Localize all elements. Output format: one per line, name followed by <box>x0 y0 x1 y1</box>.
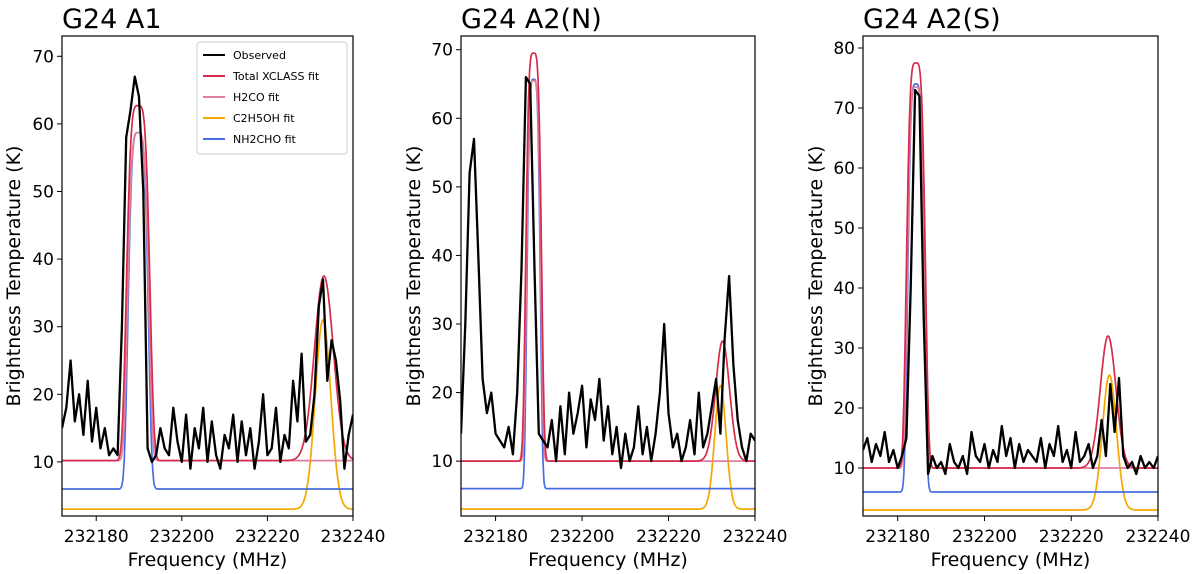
panel-title: G24 A1 <box>62 4 162 35</box>
x-tick-label: 232240 <box>723 527 788 547</box>
y-tick-label: 70 <box>32 47 54 67</box>
x-tick-label: 232200 <box>952 527 1017 547</box>
y-tick-label: 50 <box>833 219 855 239</box>
x-tick-label: 232180 <box>463 527 528 547</box>
y-tick-label: 40 <box>32 250 54 270</box>
y-tick-label: 30 <box>833 339 855 359</box>
x-axis-label: Frequency (MHz) <box>931 549 1091 571</box>
x-tick-label: 232220 <box>636 527 701 547</box>
y-tick-label: 70 <box>431 41 453 61</box>
y-tick-label: 60 <box>32 115 54 135</box>
panel-title: G24 A2(S) <box>863 4 1001 35</box>
series-total-xclass-fit <box>461 52 755 462</box>
series-nh2cho-fit <box>62 131 353 490</box>
x-tick-label: 232220 <box>235 527 300 547</box>
series-c2h5oh-fit <box>863 374 1158 511</box>
series-c2h5oh-fit <box>461 384 755 510</box>
x-tick-label: 232200 <box>149 527 214 547</box>
x-tick-label: 232200 <box>550 527 615 547</box>
y-tick-label: 30 <box>32 318 54 338</box>
plot-frame <box>862 35 1159 517</box>
series-observed <box>461 75 755 470</box>
y-tick-label: 70 <box>833 99 855 119</box>
x-tick-label: 232180 <box>64 527 129 547</box>
y-tick-label: 10 <box>431 452 453 472</box>
series-h2co-fit <box>461 79 755 462</box>
plot-lines <box>461 52 755 510</box>
plot-frame <box>61 35 354 517</box>
legend-box <box>196 41 348 155</box>
legend-label: Observed <box>233 49 286 62</box>
series-total-xclass-fit <box>62 104 353 462</box>
x-tick-label: 232180 <box>865 527 930 547</box>
y-axis-label: Brightness Temperature (K) <box>805 146 827 407</box>
x-tick-label: 232240 <box>1126 527 1191 547</box>
y-tick-label: 80 <box>833 39 855 59</box>
panel-g24-a1: G24 A1 232180 232200 232220 232240 10 20 30 40 50… <box>3 4 385 571</box>
y-tick-label: 50 <box>32 182 54 202</box>
y-tick-label: 40 <box>431 246 453 266</box>
series-observed <box>62 75 353 470</box>
y-tick-label: 10 <box>32 453 54 473</box>
panel-g24-a2s: G24 A2(S) 232180 232200 232220 232240 10 20 30 4… <box>805 4 1190 571</box>
y-tick-label: 20 <box>32 385 54 405</box>
series-observed <box>863 88 1158 476</box>
legend-label: Total XCLASS fit <box>232 70 320 83</box>
y-tick-label: 20 <box>431 384 453 404</box>
plot-lines <box>863 62 1158 511</box>
y-tick-label: 10 <box>833 459 855 479</box>
y-tick-label: 60 <box>431 109 453 129</box>
legend: Observed Total XCLASS fit H2CO fit C2H5OH f… <box>196 41 348 155</box>
series-total-xclass-fit <box>863 62 1158 469</box>
y-tick-label: 50 <box>431 178 453 198</box>
y-tick-label: 40 <box>833 279 855 299</box>
x-axis-label: Frequency (MHz) <box>528 549 688 571</box>
x-tick-label: 232240 <box>321 527 386 547</box>
plot-lines <box>62 75 353 511</box>
y-tick-label: 60 <box>833 159 855 179</box>
panel-title: G24 A2(N) <box>461 4 602 35</box>
x-tick-label: 232220 <box>1039 527 1104 547</box>
y-axis-label: Brightness Temperature (K) <box>3 146 25 407</box>
series-c2h5oh-fit <box>62 319 353 511</box>
legend-label: H2CO fit <box>233 91 280 104</box>
y-axis-label: Brightness Temperature (K) <box>403 146 425 407</box>
y-tick-label: 20 <box>833 399 855 419</box>
panel-g24-a2n: G24 A2(N) 232180 232200 232220 232240 10 20 30 4… <box>403 4 787 571</box>
legend-label: NH2CHO fit <box>233 133 297 146</box>
plot-frame <box>460 35 756 517</box>
x-axis-label: Frequency (MHz) <box>128 549 288 571</box>
series-nh2cho-fit <box>461 78 755 490</box>
legend-label: C2H5OH fit <box>233 112 295 125</box>
y-tick-label: 30 <box>431 315 453 335</box>
